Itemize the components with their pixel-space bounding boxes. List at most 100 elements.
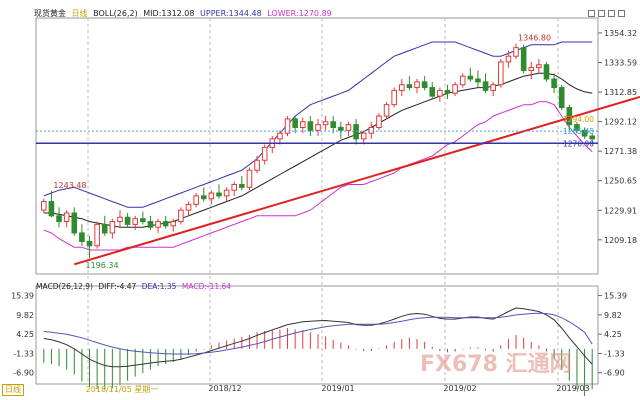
- candle-body: [147, 221, 154, 228]
- candle-body: [261, 146, 268, 161]
- candle-body: [322, 121, 329, 126]
- candle-body: [307, 121, 314, 131]
- boll-lower-value: LOWER:1270.89: [267, 9, 332, 18]
- candle-body: [528, 67, 535, 71]
- price-tag: 1294.00: [563, 115, 594, 124]
- candle-body: [79, 232, 85, 242]
- candle-body: [414, 81, 420, 89]
- macd-panel-frame: [35, 285, 599, 385]
- macd-hist-value: MACD:-11.64: [181, 282, 232, 291]
- chart-header: 现货黄金 日线 BOLL(26,2) MID:1312.08 UPPER:134…: [34, 8, 335, 19]
- candle-body: [193, 195, 199, 205]
- price-tag: 1276.90: [563, 139, 594, 148]
- macd-y-tick-label: 4.25: [604, 330, 622, 339]
- candle-body: [421, 81, 428, 89]
- candle-body: [505, 55, 512, 63]
- candle-body: [353, 124, 359, 140]
- y-tick-label: 1292.12: [604, 118, 637, 127]
- period-tag[interactable]: 日线: [2, 384, 24, 396]
- boll-label: BOLL(26,2): [93, 9, 138, 18]
- candle-body: [284, 118, 291, 134]
- macd-dea-line: [43, 312, 593, 355]
- candle-body: [581, 129, 588, 137]
- candle-body: [437, 89, 443, 97]
- candle-body: [94, 223, 100, 247]
- candle-body: [345, 124, 352, 131]
- candle-body: [338, 126, 344, 131]
- candle-body: [482, 81, 489, 91]
- x-label-dec: 2018/12: [208, 384, 242, 393]
- candle-body: [558, 87, 565, 109]
- candle-body: [216, 192, 222, 197]
- y-tick-label: 1209.18: [604, 236, 637, 245]
- macd-y-tick-label: -6.90: [604, 369, 625, 378]
- candle-body: [406, 84, 413, 89]
- macd-label: MACD(26,12,9): [36, 282, 93, 291]
- trend-overlays: 1346.80 1243.48 1196.34 1294.00 1285.48 1276.…: [36, 34, 640, 270]
- high-annotation: 1346.80: [518, 34, 551, 43]
- candle-body: [239, 183, 245, 188]
- y-tick-label: 1250.65: [604, 177, 637, 186]
- candle-body: [574, 124, 580, 131]
- y-tick-label: 1312.85: [604, 88, 637, 97]
- candle-body: [132, 218, 138, 225]
- local-high-annotation: 1243.48: [53, 181, 86, 190]
- candle-body: [475, 78, 481, 83]
- watermark: FX678 汇通网: [420, 352, 572, 377]
- candle-body: [277, 132, 283, 140]
- candle-body: [299, 121, 306, 128]
- macd-diff-line: [43, 307, 593, 368]
- toolbar-button-3[interactable]: [608, 10, 615, 17]
- candle-body: [200, 195, 207, 200]
- macd-y-tick-label: 9.82: [604, 311, 622, 320]
- candle-body: [155, 221, 161, 228]
- price-panel-frame: [35, 17, 599, 275]
- y-tick-label: 1354.32: [604, 29, 637, 38]
- candle-body: [86, 240, 93, 247]
- candle-body: [513, 47, 519, 57]
- boll-upper-value: UPPER:1344.48: [200, 9, 262, 18]
- candle-body: [566, 107, 573, 126]
- macd-diff-value: DIFF:-4.47: [98, 282, 137, 291]
- macd-y-tick-label: 15.39: [604, 292, 627, 301]
- candle-body: [170, 221, 177, 227]
- candle-body: [56, 215, 62, 223]
- candle-body: [41, 201, 47, 211]
- candle-body: [208, 192, 215, 200]
- y-tick-label: 1333.59: [604, 58, 637, 67]
- toolbar-button-2[interactable]: [598, 10, 605, 17]
- chart-grid: [35, 17, 599, 385]
- macd-y-tick-label-left: 15.39: [11, 292, 34, 301]
- candle-body: [63, 212, 70, 223]
- candle-body: [330, 121, 337, 128]
- x-label-feb: 2019/02: [443, 384, 477, 393]
- toolbar-button-4[interactable]: [618, 10, 625, 17]
- candle-body: [490, 84, 496, 91]
- candle-body: [391, 89, 397, 106]
- candle-body: [520, 47, 527, 71]
- x-label-jan: 2019/01: [321, 384, 355, 393]
- date-tooltip: 2018/11/05 星期一: [85, 385, 159, 394]
- candle-body: [185, 203, 192, 211]
- candle-body: [140, 218, 146, 223]
- candle-body: [444, 89, 451, 94]
- candle-body: [48, 201, 55, 217]
- candle-body: [254, 159, 260, 171]
- toolbar-button-1[interactable]: [588, 10, 595, 17]
- candle-body: [117, 216, 123, 223]
- period-label[interactable]: 日线: [71, 9, 88, 18]
- candle-body: [498, 61, 504, 86]
- candle-body: [223, 189, 230, 197]
- macd-panel: [43, 307, 593, 396]
- macd-y-tick-label-left: 4.25: [16, 330, 34, 339]
- candle-body: [459, 75, 466, 86]
- candle-body: [360, 132, 367, 140]
- macd-header: MACD(26,12,9) DIFF:-4.47 DEA:1.35 MACD:-…: [36, 282, 234, 291]
- candle-body: [315, 124, 321, 131]
- candle-body: [162, 221, 169, 227]
- candle-body: [178, 209, 184, 223]
- candle-body: [71, 212, 78, 234]
- candle-body: [452, 84, 458, 94]
- candle-body: [292, 118, 298, 128]
